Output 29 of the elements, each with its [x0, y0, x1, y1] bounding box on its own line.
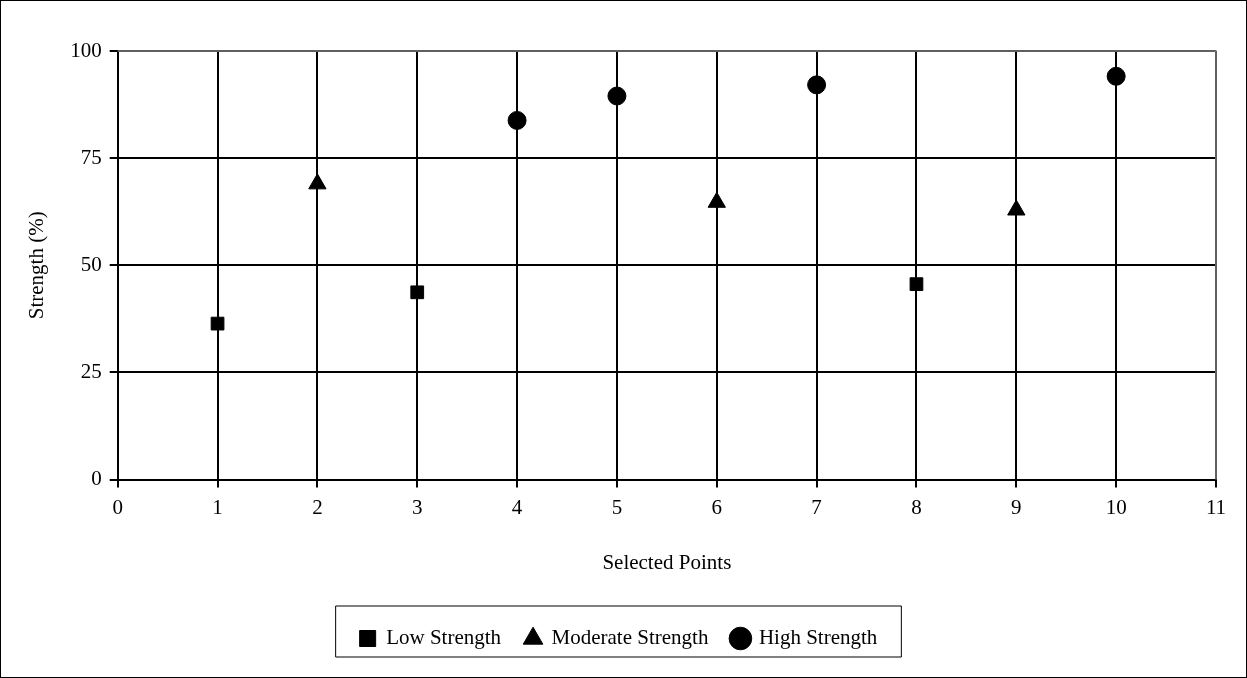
x-tick-label: 8 [911, 494, 922, 519]
x-tick-label: 1 [212, 494, 223, 519]
y-tick-label: 100 [70, 37, 102, 62]
point [607, 86, 627, 106]
legend-label: Moderate Strength [551, 625, 709, 650]
x-tick-label: 6 [711, 494, 723, 519]
point [210, 316, 225, 331]
x-tick-label: 10 [1105, 494, 1127, 519]
x-tick-label: 4 [511, 494, 523, 519]
x-tick-label: 9 [1011, 494, 1022, 519]
x-axis-title: Selected Points [602, 549, 732, 574]
legend-label: High Strength [758, 625, 878, 650]
y-tick-label: 25 [80, 358, 102, 383]
point [507, 110, 527, 130]
y-tick-label: 75 [80, 144, 102, 169]
y-tick-label: 0 [91, 466, 102, 491]
point [807, 75, 827, 95]
x-tick-label: 5 [611, 494, 623, 519]
y-tick-label: 50 [80, 251, 102, 276]
point [410, 285, 425, 300]
x-tick-label: 11 [1205, 494, 1227, 519]
y-axis-title: Strength (%) [24, 211, 49, 320]
x-tick-label: 3 [411, 494, 423, 519]
x-tick-label: 7 [811, 494, 822, 519]
point [1106, 66, 1126, 86]
x-tick-label: 0 [112, 494, 123, 519]
point [909, 277, 924, 292]
legend-label: Low Strength [386, 625, 502, 650]
x-tick-label: 2 [312, 494, 323, 519]
